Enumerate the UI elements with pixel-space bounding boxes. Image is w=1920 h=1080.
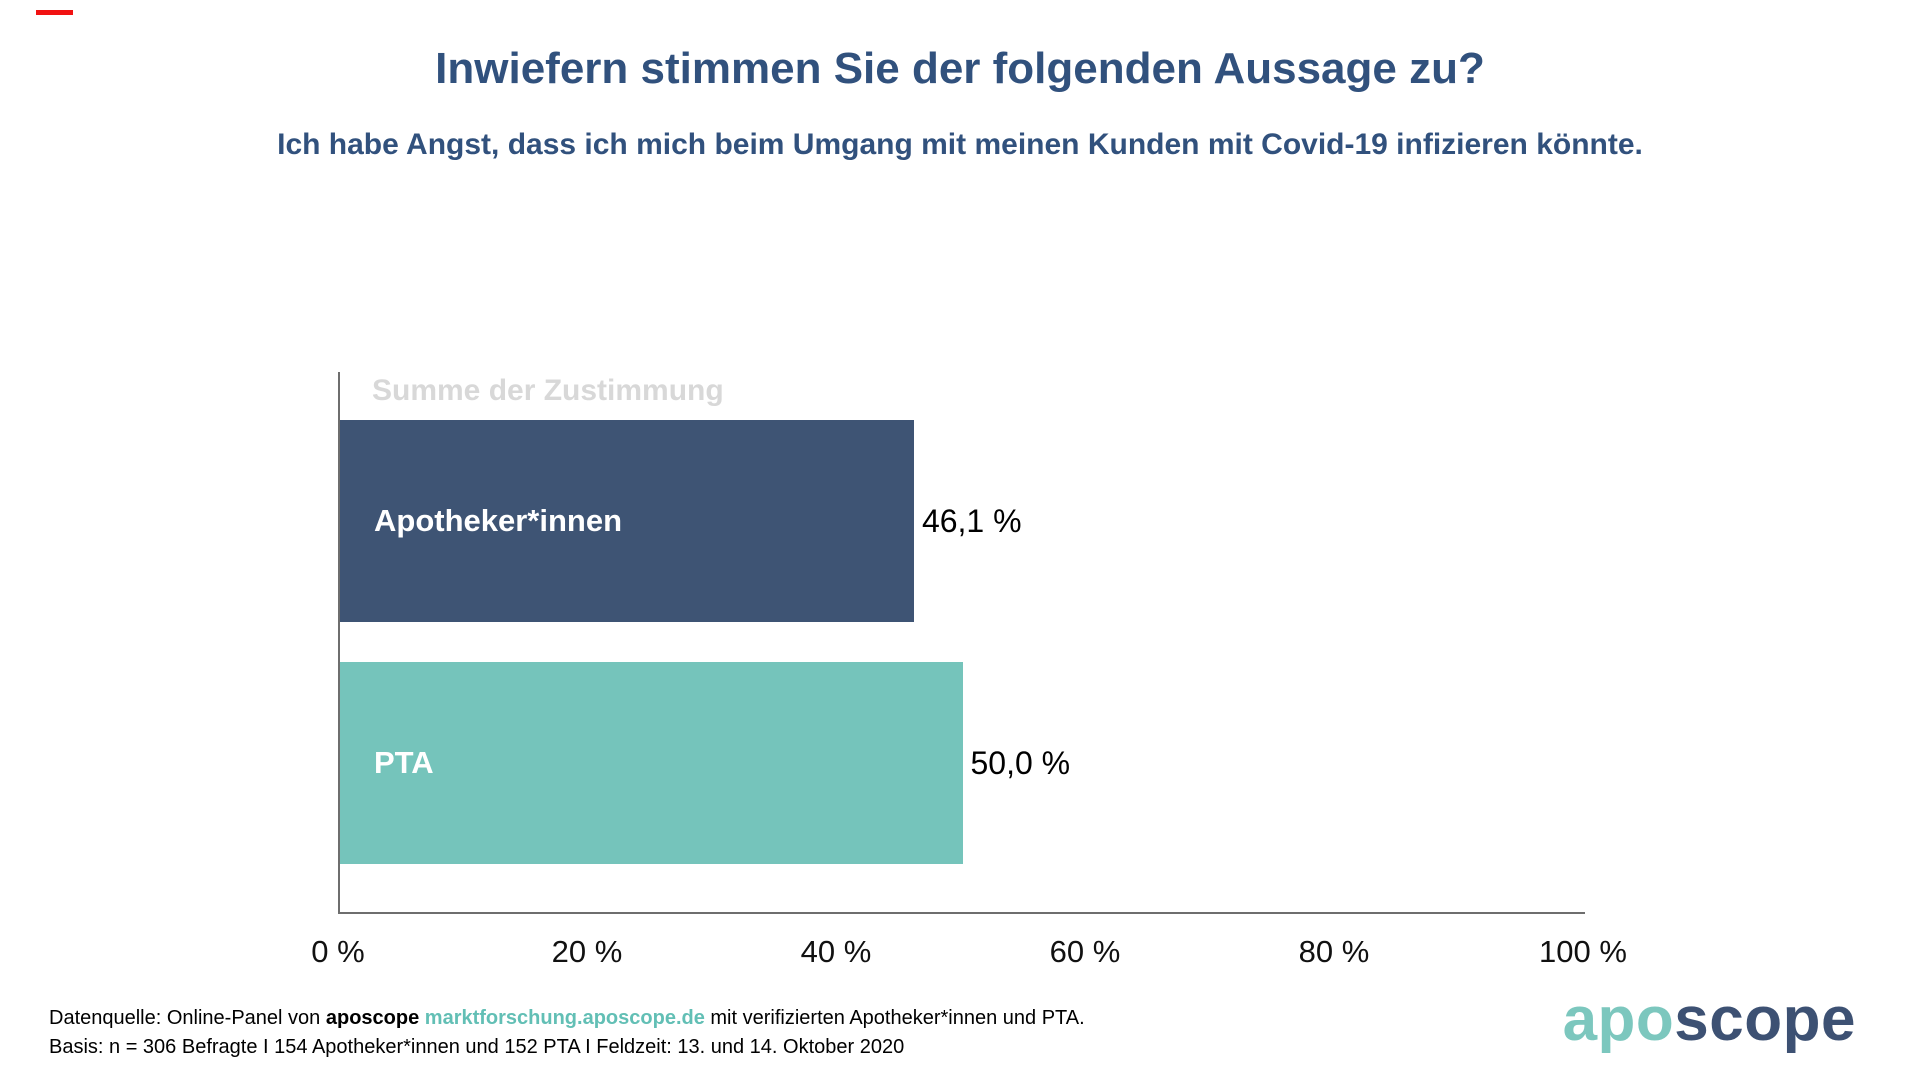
bar-label-apotheker: Apotheker*innen (374, 503, 623, 538)
footer-line-1: Datenquelle: Online-Panel von aposcope m… (49, 1004, 1085, 1033)
page-title: Inwiefern stimmen Sie der folgenden Auss… (435, 44, 1485, 93)
datasource-text-prefix: Datenquelle: Online-Panel von (49, 1007, 326, 1029)
x-tick-40: 40 % (800, 934, 872, 969)
bar-value-pta: 50,0 % (970, 744, 1071, 781)
x-tick-100: 100 % (1539, 934, 1627, 969)
logo-part-scope: scope (1674, 985, 1856, 1054)
x-axis: 0 % 20 % 40 % 60 % 80 % 100 % (311, 934, 1627, 978)
x-tick-60: 60 % (1049, 934, 1121, 969)
bar-row-apotheker: Apotheker*innen 46,1 % (340, 420, 1585, 622)
marktforschung-link[interactable]: marktforschung.aposcope.de (424, 1007, 705, 1029)
chart-series-title: Summe der Zustimmung (372, 374, 724, 407)
red-dash-decoration (36, 10, 73, 15)
aposcope-logo: aposcope (1563, 984, 1856, 1055)
bar-row-pta: PTA 50,0 % (340, 662, 1585, 864)
statement-subtitle: Ich habe Angst, dass ich mich beim Umgan… (277, 128, 1643, 161)
bar-pta: PTA (340, 662, 963, 864)
bar-value-apotheker: 46,1 % (921, 502, 1022, 539)
logo-part-apo: apo (1562, 985, 1675, 1054)
x-tick-20: 20 % (551, 934, 623, 969)
bar-chart: Summe der Zustimmung Apotheker*innen 46,… (338, 372, 1585, 914)
footer: Datenquelle: Online-Panel von aposcope m… (49, 1004, 1085, 1062)
datasource-text-suffix: mit verifizierten Apotheker*innen und PT… (704, 1007, 1085, 1029)
bar-apotheker: Apotheker*innen (340, 420, 914, 622)
footer-line-2: Basis: n = 306 Befragte I 154 Apotheker*… (49, 1036, 905, 1058)
x-tick-0: 0 % (311, 934, 365, 969)
x-tick-80: 80 % (1298, 934, 1370, 969)
brand-name: aposcope (325, 1007, 420, 1029)
bar-label-pta: PTA (374, 745, 434, 780)
